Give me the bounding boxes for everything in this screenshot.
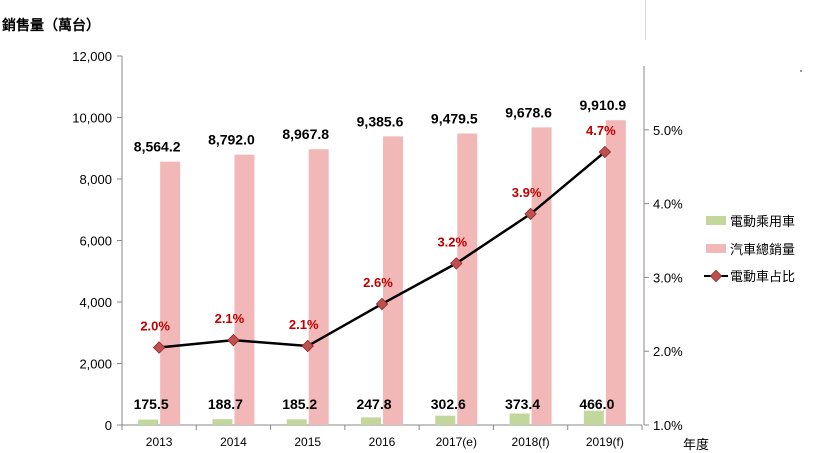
bar-ev-cars: [361, 417, 381, 425]
data-label-ev-cars: 188.7: [208, 396, 243, 412]
data-label-ev-share: 4.7%: [586, 123, 616, 138]
data-label-ev-cars: 302.6: [431, 396, 466, 412]
data-label-ev-share: 2.1%: [215, 311, 245, 326]
x-axis-tick-label: 2013: [146, 435, 173, 449]
bar-ev-cars: [286, 419, 307, 425]
y-axis-left-tick-label: 4,000: [79, 295, 112, 310]
y-axis-right-tick-label: 4.0%: [653, 197, 683, 212]
data-label-ev-cars: 466.0: [579, 396, 614, 412]
bar-ev-cars: [583, 410, 604, 425]
y-axis-left-tick-label: 0: [105, 418, 112, 433]
x-axis-tick-label: 2017(e): [436, 435, 477, 449]
legend-swatch-ev-cars: [706, 216, 726, 225]
legend-label-total-cars: 汽車總銷量: [730, 242, 795, 258]
background-divider-line: [645, 0, 646, 40]
y-axis-left-tick-label: 12,000: [72, 49, 112, 64]
data-label-ev-cars: 247.8: [356, 396, 391, 412]
x-axis-tick-label: 2018(f): [512, 435, 550, 449]
x-axis-tick-label: 2014: [220, 435, 247, 449]
bar-ev-cars: [435, 415, 456, 425]
bar-ev-cars: [138, 419, 159, 425]
legend-label-ev-share: 電動車占比: [730, 270, 795, 285]
x-axis-title: 年度: [683, 437, 709, 453]
axes-layer: 0 2,000 4,000 6,000 8,000 10,000 12,000 2013 201…: [72, 49, 683, 449]
data-label-ev-share: 3.2%: [437, 234, 467, 249]
background-dot: [800, 70, 802, 72]
y-axis-left-tick-label: 2,000: [79, 357, 112, 372]
data-label-ev-share: 2.6%: [363, 275, 393, 290]
bars-layer: [138, 120, 626, 426]
y-axis-left-tick-label: 10,000: [72, 111, 112, 126]
data-label-ev-share: 3.9%: [512, 185, 542, 200]
data-label-total-cars: 8,967.8: [282, 126, 329, 142]
bar-ev-cars: [509, 413, 530, 425]
x-axis-tick-label: 2016: [369, 435, 396, 449]
legend-swatch-total-cars: [706, 244, 726, 253]
y-axis-right-tick-label: 2.0%: [653, 344, 683, 359]
legend-label-ev-cars: 電動乘用車: [730, 215, 795, 230]
data-label-ev-cars: 373.4: [505, 396, 540, 412]
data-label-total-cars: 9,479.5: [431, 111, 478, 127]
bar-ev-cars: [212, 419, 233, 425]
y-axis-left-tick-label: 8,000: [79, 172, 112, 187]
data-label-total-cars: 8,564.2: [134, 139, 181, 155]
bar-total-cars: [605, 120, 626, 426]
data-label-total-cars: 9,678.6: [505, 104, 552, 120]
data-label-total-cars: 9,910.9: [579, 97, 626, 113]
legend-marker-ev-share: [709, 269, 723, 283]
bar-total-cars: [531, 127, 552, 425]
marker-ev-share: [450, 257, 463, 270]
data-label-ev-share: 2.1%: [289, 317, 319, 332]
marker-ev-share: [301, 339, 314, 353]
x-axis-tick-label: 2019(f): [586, 435, 624, 449]
marker-ev-share: [524, 207, 537, 221]
y-axis-right-tick-label: 3.0%: [653, 270, 683, 285]
marker-ev-share: [598, 145, 612, 159]
marker-ev-share: [375, 297, 389, 311]
y-axis-right-tick-label: 1.0%: [653, 418, 683, 433]
bar-total-cars: [308, 149, 329, 425]
y-axis-title: 銷售量（萬台）: [2, 17, 100, 34]
data-label-ev-share: 2.0%: [140, 319, 170, 334]
bar-total-cars: [383, 136, 403, 425]
bar-total-cars: [160, 161, 181, 425]
x-axis-tick-label: 2015: [294, 435, 321, 449]
marker-ev-share: [152, 341, 166, 354]
marker-ev-share: [227, 333, 240, 347]
line-layer: [152, 145, 612, 354]
data-label-ev-cars: 185.2: [282, 396, 317, 412]
bar-total-cars: [457, 133, 478, 425]
data-label-total-cars: 9,385.6: [357, 113, 404, 129]
data-label-ev-cars: 175.5: [134, 396, 169, 412]
bar-total-cars: [234, 154, 255, 425]
legend: 電動乘用車 汽車總銷量 電動車占比: [704, 215, 795, 285]
y-axis-left-tick-label: 6,000: [79, 234, 112, 249]
y-axis-right-tick-label: 5.0%: [653, 123, 683, 138]
data-label-total-cars: 8,792.0: [208, 132, 255, 148]
labels-layer: 8,564.2 175.5 8,792.0 188.7 8,967.8 185.2 9,38…: [134, 97, 627, 412]
